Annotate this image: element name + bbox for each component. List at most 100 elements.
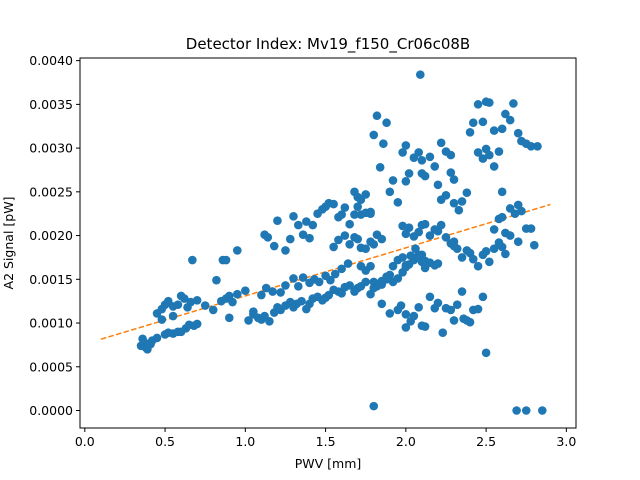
data-point <box>289 212 298 221</box>
data-point <box>452 244 462 253</box>
data-point <box>533 142 542 151</box>
data-point <box>385 187 395 197</box>
data-point <box>420 219 430 229</box>
data-point <box>244 316 253 325</box>
data-point <box>289 274 298 283</box>
data-point <box>294 220 303 230</box>
y-tick-label: 0.0005 <box>29 359 73 374</box>
data-point <box>298 230 308 239</box>
data-point <box>385 309 395 318</box>
data-point <box>505 231 515 240</box>
data-point <box>401 141 411 150</box>
data-point <box>398 253 407 262</box>
data-point <box>401 309 411 319</box>
x-axis-label: PWV [mm] <box>295 456 362 471</box>
data-point <box>369 283 379 293</box>
data-point <box>468 118 478 128</box>
data-point <box>314 277 324 287</box>
data-point <box>382 272 391 281</box>
data-point <box>208 305 218 315</box>
data-point <box>200 301 210 310</box>
data-point <box>285 234 295 244</box>
data-point <box>420 263 430 273</box>
data-point <box>261 283 271 293</box>
chart-title: Detector Index: Mv19_f150_Cr06c08B <box>186 35 470 54</box>
data-point <box>350 210 359 219</box>
fit-line-layer <box>100 203 551 340</box>
data-point <box>449 175 459 184</box>
data-point <box>494 147 504 156</box>
data-point <box>497 187 507 197</box>
data-point <box>505 115 515 125</box>
data-point <box>281 281 290 290</box>
data-point <box>414 227 423 237</box>
data-point <box>425 231 435 240</box>
data-point <box>489 244 499 253</box>
y-tick-label: 0.0010 <box>29 316 73 331</box>
data-point <box>379 139 388 149</box>
y-tick-label: 0.0020 <box>29 228 73 243</box>
data-point <box>249 307 258 316</box>
data-point <box>298 273 308 282</box>
data-point <box>497 124 507 134</box>
data-point <box>497 212 507 222</box>
data-point <box>152 333 162 343</box>
data-point <box>329 242 338 252</box>
data-point <box>465 317 475 327</box>
data-point <box>446 305 456 315</box>
data-point <box>228 297 237 307</box>
data-point <box>473 100 483 109</box>
data-point <box>398 148 407 157</box>
data-point <box>436 138 446 148</box>
data-point <box>404 169 414 178</box>
data-point <box>263 233 273 242</box>
data-point <box>409 311 419 321</box>
data-point <box>294 281 303 291</box>
data-point <box>401 177 411 186</box>
data-point <box>330 269 340 279</box>
data-point <box>417 156 427 165</box>
data-point <box>388 176 398 185</box>
data-point <box>446 150 456 160</box>
data-point <box>192 319 202 329</box>
data-point <box>401 323 411 332</box>
data-point <box>382 118 391 128</box>
data-point <box>414 148 423 157</box>
data-point <box>361 244 371 253</box>
data-point <box>377 299 387 309</box>
fit-line <box>100 203 551 340</box>
data-point <box>168 311 178 321</box>
data-point <box>478 292 488 302</box>
data-point <box>457 253 467 262</box>
data-point <box>366 261 375 271</box>
data-point <box>308 220 318 230</box>
data-point <box>509 99 518 108</box>
data-point <box>425 152 435 162</box>
data-point <box>478 154 488 163</box>
data-point <box>526 224 536 233</box>
data-point <box>433 180 443 190</box>
data-point <box>273 216 282 225</box>
data-point <box>188 255 197 265</box>
data-point <box>326 275 335 285</box>
data-point <box>414 302 423 312</box>
data-point <box>501 249 510 259</box>
data-point <box>257 290 266 300</box>
data-point <box>343 259 353 268</box>
data-point <box>180 294 189 303</box>
y-tick-label: 0.0035 <box>29 97 73 112</box>
data-point <box>420 322 430 331</box>
data-point <box>369 130 379 140</box>
data-point <box>433 259 443 268</box>
data-point <box>406 251 415 260</box>
data-point <box>517 206 526 216</box>
plot-area-frame <box>79 57 577 429</box>
data-point <box>375 163 385 172</box>
x-tick-label: 0.0 <box>75 434 95 449</box>
data-point <box>430 162 440 171</box>
data-point <box>436 220 446 230</box>
data-point <box>393 198 403 207</box>
y-axis: 0.0000 0.0005 0.0010 0.0015 0.0020 0.0025 0.00… <box>29 53 80 418</box>
